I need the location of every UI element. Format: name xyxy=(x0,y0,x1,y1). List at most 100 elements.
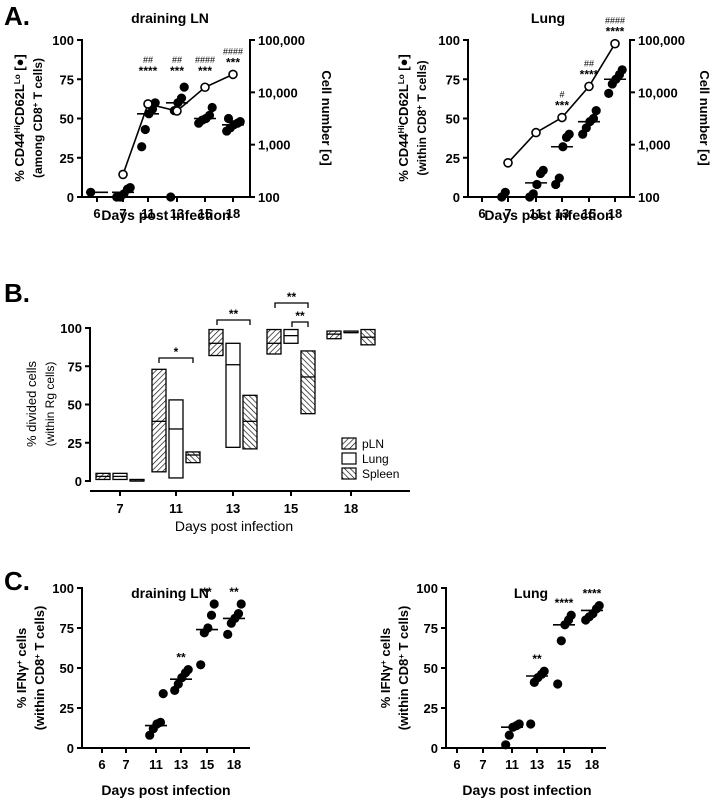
data-point xyxy=(564,129,574,139)
y2-tick-label: 1,000 xyxy=(638,138,671,153)
x-axis-title: Days post infection xyxy=(101,782,230,798)
significance-hashes: #### xyxy=(223,46,243,56)
data-point xyxy=(176,93,187,103)
significance-stars: ** xyxy=(229,585,239,599)
y-tick-label: 100 xyxy=(52,33,74,48)
data-point xyxy=(137,142,147,152)
data-point xyxy=(236,599,246,609)
x-axis-title: Days post infection xyxy=(101,207,230,223)
data-point xyxy=(158,689,168,699)
cell-number-point xyxy=(503,158,513,168)
data-point xyxy=(207,102,217,113)
data-point xyxy=(203,623,213,633)
cell-number-point xyxy=(172,106,182,116)
x-axis-title: Days post infection xyxy=(175,518,293,534)
data-point xyxy=(526,719,536,729)
y-axis-title: % CD44HiCD62LLo [●] xyxy=(396,54,411,182)
significance-stars: **** xyxy=(580,67,599,81)
range-bar-lung xyxy=(168,399,184,479)
legend-label: Spleen xyxy=(362,467,399,481)
range-bar-lung xyxy=(283,328,299,344)
data-point xyxy=(554,173,564,183)
y-axis-subtitle: (within CD8+ T cells) xyxy=(396,606,411,731)
y-tick-label: 75 xyxy=(60,621,74,636)
data-point xyxy=(588,113,599,124)
significance-stars: **** xyxy=(583,587,602,601)
data-point xyxy=(617,65,627,75)
y-tick-label: 50 xyxy=(446,112,460,127)
cell-number-point xyxy=(118,169,128,180)
data-point xyxy=(528,189,538,199)
x-tick-label: 11 xyxy=(141,206,155,221)
y-axis-subtitle: (within CD8+ T cells) xyxy=(32,606,47,731)
data-point xyxy=(594,601,604,611)
y-tick-label: 100 xyxy=(60,321,82,336)
y-axis-title: % IFNγ+ cells xyxy=(378,628,393,709)
x-tick-label: 18 xyxy=(585,757,599,772)
significance-hashes: ## xyxy=(584,58,594,68)
significance-stars: ** xyxy=(287,290,297,304)
y-tick-label: 75 xyxy=(446,72,460,87)
y2-tick-label: 100,000 xyxy=(638,33,685,48)
x-tick-label: 7 xyxy=(122,757,129,772)
panel-letter-c: C. xyxy=(4,566,30,596)
legend-swatch xyxy=(341,467,357,480)
y-tick-label: 100 xyxy=(52,581,74,596)
range-bar-lung xyxy=(225,342,241,448)
y-tick-label: 100 xyxy=(438,33,460,48)
x-tick-label: 15 xyxy=(284,501,298,516)
range-bar-pln xyxy=(208,328,224,357)
significance-bracket xyxy=(158,357,194,363)
y-axis-title: % IFNγ+ cells xyxy=(14,628,29,709)
x-axis-title: Days post infection xyxy=(484,207,613,223)
data-point xyxy=(223,113,234,124)
range-bar-spleen xyxy=(300,350,316,415)
cell-number-point xyxy=(200,82,210,93)
significance-bracket xyxy=(216,319,251,325)
data-point xyxy=(500,187,510,197)
significance-hashes: ## xyxy=(172,55,182,65)
significance-bracket xyxy=(291,321,309,327)
significance-hashes: ## xyxy=(143,55,153,65)
data-point xyxy=(183,665,193,675)
cell-number-point xyxy=(610,38,620,49)
significance-stars: **** xyxy=(139,64,158,78)
x-tick-label: 6 xyxy=(478,206,485,221)
chart-title: draining LN xyxy=(131,10,209,26)
panel-letter-a: A. xyxy=(4,1,30,31)
chart-title: Lung xyxy=(531,10,565,26)
y-tick-label: 100 xyxy=(416,581,438,596)
x-tick-label: 13 xyxy=(170,206,184,221)
y2-tick-label: 100,000 xyxy=(258,33,305,48)
y-axis-title: % divided cells xyxy=(24,361,39,447)
x-tick-label: 18 xyxy=(344,501,358,516)
significance-stars: ** xyxy=(295,309,305,323)
y2-tick-label: 100 xyxy=(638,190,660,205)
cell-number-point xyxy=(531,127,541,138)
data-point xyxy=(179,82,189,92)
data-point xyxy=(140,124,150,135)
significance-hashes: # xyxy=(559,90,564,100)
x-tick-label: 13 xyxy=(174,757,188,772)
x-tick-label: 6 xyxy=(453,757,460,772)
x-tick-label: 13 xyxy=(555,206,569,221)
significance-stars: **** xyxy=(606,25,625,39)
chart-C-left: 0 25 50 75 100 6 7 11 13 15 18 ** ** ** xyxy=(52,581,250,772)
x-tick-label: 11 xyxy=(169,501,183,516)
y-axis-subtitle: (among CD8+ T cells) xyxy=(31,58,46,178)
data-point xyxy=(504,730,514,740)
significance-stars: *** xyxy=(198,64,212,78)
x-tick-label: 15 xyxy=(557,757,571,772)
legend-label: Lung xyxy=(362,452,389,466)
y-axis-subtitle: (within Rg cells) xyxy=(43,362,57,447)
significance-bracket xyxy=(274,302,309,308)
x-axis-title: Days post infection xyxy=(462,782,591,798)
range-bar-spleen xyxy=(242,394,258,450)
x-tick-label: 18 xyxy=(608,206,622,221)
data-point xyxy=(204,110,215,120)
y-tick-label: 0 xyxy=(67,741,74,756)
significance-hashes: #### xyxy=(195,55,215,65)
